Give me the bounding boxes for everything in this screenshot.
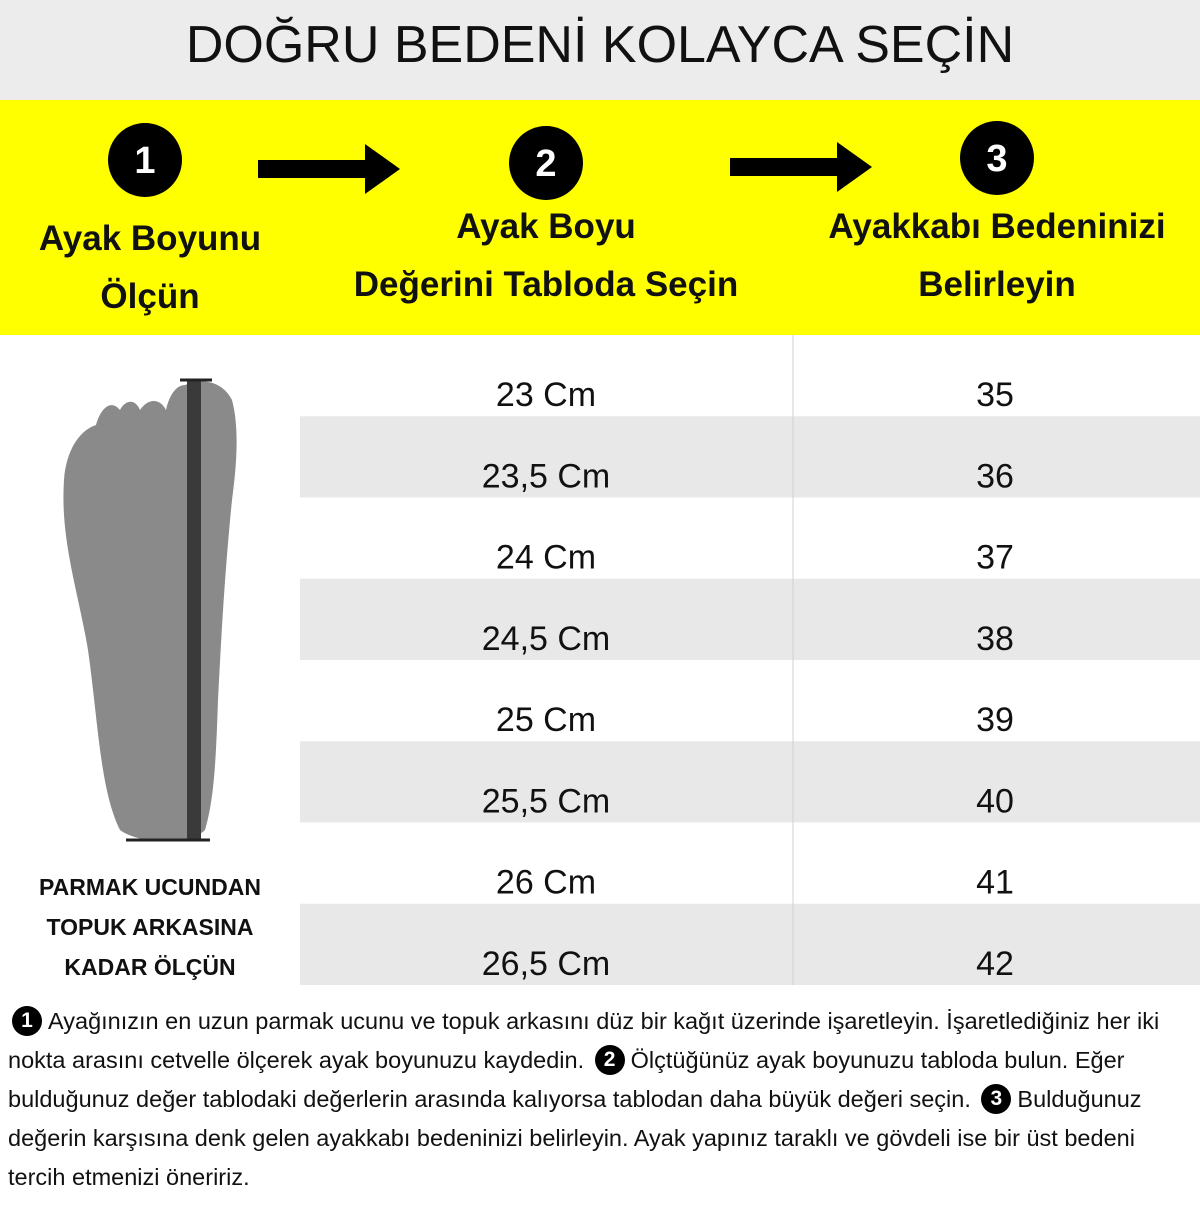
instruction-badge: 3 bbox=[981, 1084, 1012, 1115]
instruction-badge: 1 bbox=[12, 1006, 42, 1037]
row-background bbox=[300, 578, 1200, 660]
size-guide: DOĞRU BEDENİ KOLAYCA SEÇİN 23 Cm 35 23,5 C… bbox=[0, 0, 1200, 985]
step-label: Ölçün bbox=[100, 277, 199, 316]
step-number: 1 bbox=[134, 140, 155, 182]
arrow bbox=[730, 142, 872, 192]
foot-caption: PARMAK UCUNDAN bbox=[39, 874, 261, 900]
title-band bbox=[0, 0, 1200, 100]
instructions: 1 Ayağınızın en uzun parmak ucunu ve topu… bbox=[8, 1002, 1188, 1197]
step-number: 2 bbox=[535, 143, 556, 185]
foot-length: 25 Cm bbox=[496, 701, 596, 739]
row-background bbox=[300, 416, 1200, 498]
foot-length: 24,5 Cm bbox=[482, 620, 611, 658]
step-badge bbox=[108, 123, 182, 197]
instruction-badge: 2 bbox=[594, 1045, 625, 1076]
foot-length: 25,5 Cm bbox=[482, 782, 611, 820]
shoe-size: 41 bbox=[976, 864, 1014, 902]
arrow bbox=[258, 144, 400, 194]
step-badge bbox=[509, 126, 583, 200]
step-label: Değerini Tabloda Seçin bbox=[354, 265, 738, 304]
step-label: Belirleyin bbox=[918, 265, 1076, 304]
foot-length: 26,5 Cm bbox=[482, 945, 611, 983]
shoe-size: 40 bbox=[976, 782, 1014, 820]
shoe-size: 38 bbox=[976, 620, 1014, 658]
instruction-text: Ölçtüğünüz ayak boyunuzu tabloda bulun. … bbox=[8, 1047, 1125, 1112]
foot-caption: KADAR ÖLÇÜN bbox=[64, 954, 235, 980]
step-label: Ayak Boyu bbox=[456, 207, 636, 246]
foot-illustration bbox=[63, 378, 237, 842]
shoe-size: 37 bbox=[976, 539, 1014, 577]
step-label: Ayak Boyunu bbox=[39, 219, 261, 258]
foot-length: 26 Cm bbox=[496, 864, 596, 902]
title: DOĞRU BEDENİ KOLAYCA SEÇİN bbox=[186, 16, 1014, 74]
foot-length: 24 Cm bbox=[496, 539, 596, 577]
shoe-size: 36 bbox=[976, 457, 1014, 495]
foot-length: 23,5 Cm bbox=[482, 457, 611, 495]
foot-length: 23 Cm bbox=[496, 376, 596, 414]
shoe-size: 35 bbox=[976, 376, 1014, 414]
instruction-text: Bulduğunuz değerin karşısına denk gelen … bbox=[8, 1086, 1142, 1190]
step-number: 3 bbox=[986, 138, 1007, 180]
step-label: Ayakkabı Bedeninizi bbox=[828, 207, 1165, 246]
row-background bbox=[300, 903, 1200, 985]
row-background bbox=[300, 741, 1200, 823]
foot-caption: TOPUK ARKASINA bbox=[46, 914, 253, 940]
instruction-text: Ayağınızın en uzun parmak ucunu ve topuk… bbox=[8, 1008, 1160, 1073]
step-badge bbox=[960, 121, 1034, 195]
shoe-size: 42 bbox=[976, 945, 1014, 983]
shoe-size: 39 bbox=[976, 701, 1014, 739]
